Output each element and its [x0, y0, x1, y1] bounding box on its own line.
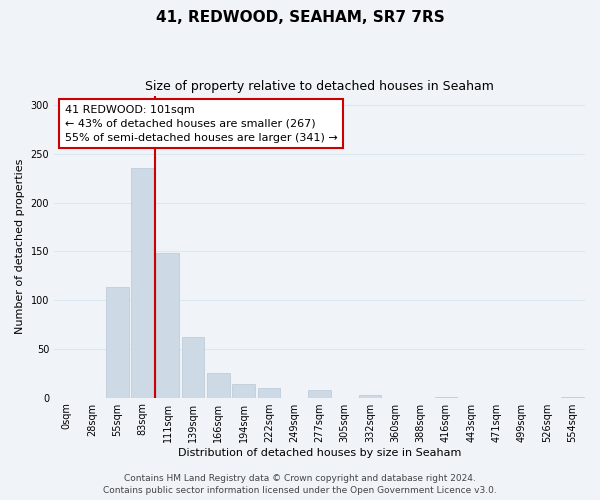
Bar: [561, 396, 584, 398]
Bar: [207, 373, 230, 398]
Bar: [182, 337, 205, 398]
Bar: [434, 396, 457, 398]
Bar: [232, 384, 255, 398]
Bar: [308, 390, 331, 398]
Text: Contains HM Land Registry data © Crown copyright and database right 2024.
Contai: Contains HM Land Registry data © Crown c…: [103, 474, 497, 495]
Bar: [106, 288, 128, 398]
Title: Size of property relative to detached houses in Seaham: Size of property relative to detached ho…: [145, 80, 494, 93]
Bar: [131, 168, 154, 398]
Text: 41 REDWOOD: 101sqm
← 43% of detached houses are smaller (267)
55% of semi-detach: 41 REDWOOD: 101sqm ← 43% of detached hou…: [65, 104, 337, 142]
Bar: [257, 388, 280, 398]
Bar: [157, 254, 179, 398]
Text: 41, REDWOOD, SEAHAM, SR7 7RS: 41, REDWOOD, SEAHAM, SR7 7RS: [155, 10, 445, 25]
Bar: [359, 394, 382, 398]
Y-axis label: Number of detached properties: Number of detached properties: [15, 159, 25, 334]
X-axis label: Distribution of detached houses by size in Seaham: Distribution of detached houses by size …: [178, 448, 461, 458]
